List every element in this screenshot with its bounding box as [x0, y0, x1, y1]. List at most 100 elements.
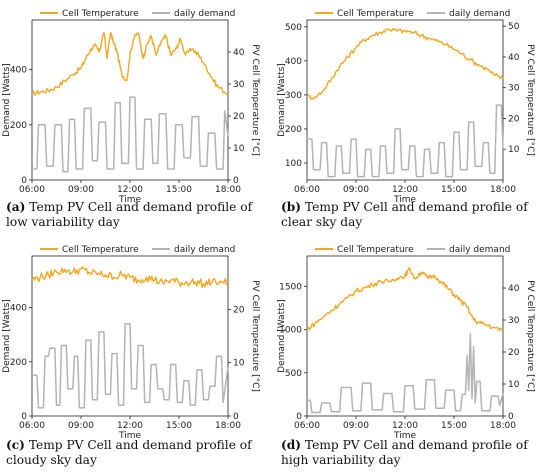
series-line-cell-temperature — [31, 266, 229, 289]
series-line-daily-demand — [307, 104, 504, 178]
y-tick-label: 200 — [10, 121, 27, 131]
y-tick-label: 500 — [285, 369, 302, 379]
y2-tick-label: 10 — [233, 359, 245, 369]
y-tick-label: 500 — [285, 23, 302, 33]
x-tick-label: 15:00 — [441, 185, 467, 195]
y2-tick-label: 10 — [233, 144, 245, 154]
y2-tick-label: 50 — [508, 22, 520, 32]
y2-axis-label: PV Cell Temperature [°C] — [525, 44, 535, 156]
y-tick-label: 300 — [285, 91, 302, 101]
y2-tick-label: 20 — [233, 305, 245, 315]
x-tick-label: 09:00 — [68, 185, 94, 195]
legend-label-cell-temperature: Cell Temperature — [337, 9, 414, 19]
panel-a: 06:00 09:00 12:00 15:00 18:00 0 200 400 0 10 20 30 4… — [0, 0, 275, 236]
x-tick-label: 18:00 — [490, 421, 516, 431]
y-tick-label: 100 — [285, 159, 302, 169]
caption-d: (d) Temp PV Cell and demand profile of h… — [281, 438, 543, 468]
chart-d: 06:00 09:00 12:00 15:00 18:00050010001500010… — [277, 245, 535, 441]
y2-tick-label: 0 — [508, 412, 514, 422]
y-tick-label: 0 — [21, 412, 27, 422]
legend-label-daily-demand: daily demand — [174, 245, 235, 255]
y-axis-label: Demand [Watts] — [277, 299, 287, 373]
x-tick-label: 06:00 — [19, 421, 45, 431]
x-tick-label: 12:00 — [117, 185, 143, 195]
caption-b: (b) Temp PV Cell and demand profile of c… — [281, 200, 543, 230]
chart-c: 06:00 09:00 12:00 15:00 18:00020040001020Tim… — [2, 245, 260, 441]
x-tick-label: 09:00 — [343, 421, 369, 431]
legend-label-daily-demand: daily demand — [449, 245, 510, 255]
series-line-daily-demand — [32, 323, 229, 409]
x-tick-label: 12:00 — [117, 421, 143, 431]
series-line-daily-demand — [32, 96, 229, 173]
chart-b: 06:00 09:00 12:00 15:00 18:00 100 200 300 400 500… — [277, 9, 535, 205]
x-axis-label: Time — [393, 195, 416, 205]
y2-tick-label: 20 — [233, 112, 245, 122]
y2-tick-label: 10 — [508, 145, 520, 155]
y2-tick-label: 40 — [508, 53, 520, 63]
x-tick-label: 18:00 — [215, 421, 241, 431]
x-tick-label: 06:00 — [294, 185, 320, 195]
y-tick-label: 200 — [285, 125, 302, 135]
series-line-cell-temperature — [31, 32, 229, 96]
x-tick-label: 18:00 — [490, 185, 516, 195]
caption-c: (c) Temp PV Cell and demand profile of c… — [6, 438, 268, 468]
series-line-cell-temperature — [306, 28, 504, 100]
y-tick-label: 1000 — [279, 326, 302, 336]
x-axis-label: Time — [393, 431, 416, 441]
y2-tick-label: 30 — [508, 316, 520, 326]
x-tick-label: 09:00 — [68, 421, 94, 431]
y2-tick-label: 40 — [508, 284, 520, 294]
caption-a: (a) Temp PV Cell and demand profile of l… — [6, 200, 268, 230]
y2-tick-label: 20 — [508, 348, 520, 358]
legend-label-daily-demand: daily demand — [449, 9, 510, 19]
y2-tick-label: 0 — [233, 412, 239, 422]
y-tick-label: 400 — [10, 304, 27, 314]
caption-d-text: Temp PV Cell and demand profile of high … — [281, 438, 528, 467]
y-axis-label: Demand [Watts] — [2, 63, 12, 137]
x-tick-label: 12:00 — [392, 421, 418, 431]
legend-label-daily-demand: daily demand — [174, 9, 235, 19]
y2-tick-label: 0 — [233, 176, 239, 186]
y-tick-label: 400 — [285, 57, 302, 67]
x-tick-label: 06:00 — [19, 185, 45, 195]
y2-tick-label: 10 — [508, 380, 520, 390]
x-axis-label: Time — [118, 195, 141, 205]
legend-label-cell-temperature: Cell Temperature — [62, 9, 139, 19]
caption-b-text: Temp PV Cell and demand profile of clear… — [281, 200, 528, 229]
caption-c-text: Temp PV Cell and demand profile of cloud… — [6, 438, 252, 467]
caption-b-label: (b) — [281, 200, 302, 214]
y2-tick-label: 40 — [233, 48, 245, 58]
y2-tick-label: 20 — [508, 114, 520, 124]
x-tick-label: 09:00 — [343, 185, 369, 195]
series-line-daily-demand — [307, 333, 504, 414]
y-tick-label: 1500 — [279, 282, 302, 292]
caption-c-label: (c) — [6, 438, 25, 452]
y2-axis-label: PV Cell Temperature [°C] — [250, 280, 260, 392]
x-tick-label: 15:00 — [166, 185, 192, 195]
caption-a-label: (a) — [6, 200, 26, 214]
y2-tick-label: 30 — [508, 84, 520, 94]
y2-axis-label: PV Cell Temperature [°C] — [250, 44, 260, 156]
x-tick-label: 15:00 — [441, 421, 467, 431]
x-tick-label: 18:00 — [215, 185, 241, 195]
y-axis-label: Demand [Watts] — [2, 299, 12, 373]
y-tick-label: 0 — [21, 176, 27, 186]
caption-d-label: (d) — [281, 438, 302, 452]
y2-axis-label: PV Cell Temperature [°C] — [525, 280, 535, 392]
chart-a: 06:00 09:00 12:00 15:00 18:00020040001020304… — [2, 9, 260, 205]
panel-b: 06:00 09:00 12:00 15:00 18:00 100 200 300 400 500… — [275, 0, 550, 236]
y-tick-label: 400 — [10, 66, 27, 76]
caption-a-text: Temp PV Cell and demand profile of low v… — [6, 200, 253, 229]
panel-d: 06:00 09:00 12:00 15:00 18:00 0 500 1000 1500 0 10… — [275, 236, 550, 472]
x-tick-label: 15:00 — [166, 421, 192, 431]
x-axis-label: Time — [118, 431, 141, 441]
panel-c: 06:00 09:00 12:00 15:00 18:00 0 200 400 0 10 20 Tim… — [0, 236, 275, 472]
y-axis-label: Demand [Watts] — [277, 63, 287, 137]
x-tick-label: 12:00 — [392, 185, 418, 195]
series-line-cell-temperature — [306, 267, 504, 331]
y2-tick-label: 30 — [233, 80, 245, 90]
legend-label-cell-temperature: Cell Temperature — [337, 245, 414, 255]
legend-label-cell-temperature: Cell Temperature — [62, 245, 139, 255]
x-tick-label: 06:00 — [294, 421, 320, 431]
y-tick-label: 200 — [10, 358, 27, 368]
